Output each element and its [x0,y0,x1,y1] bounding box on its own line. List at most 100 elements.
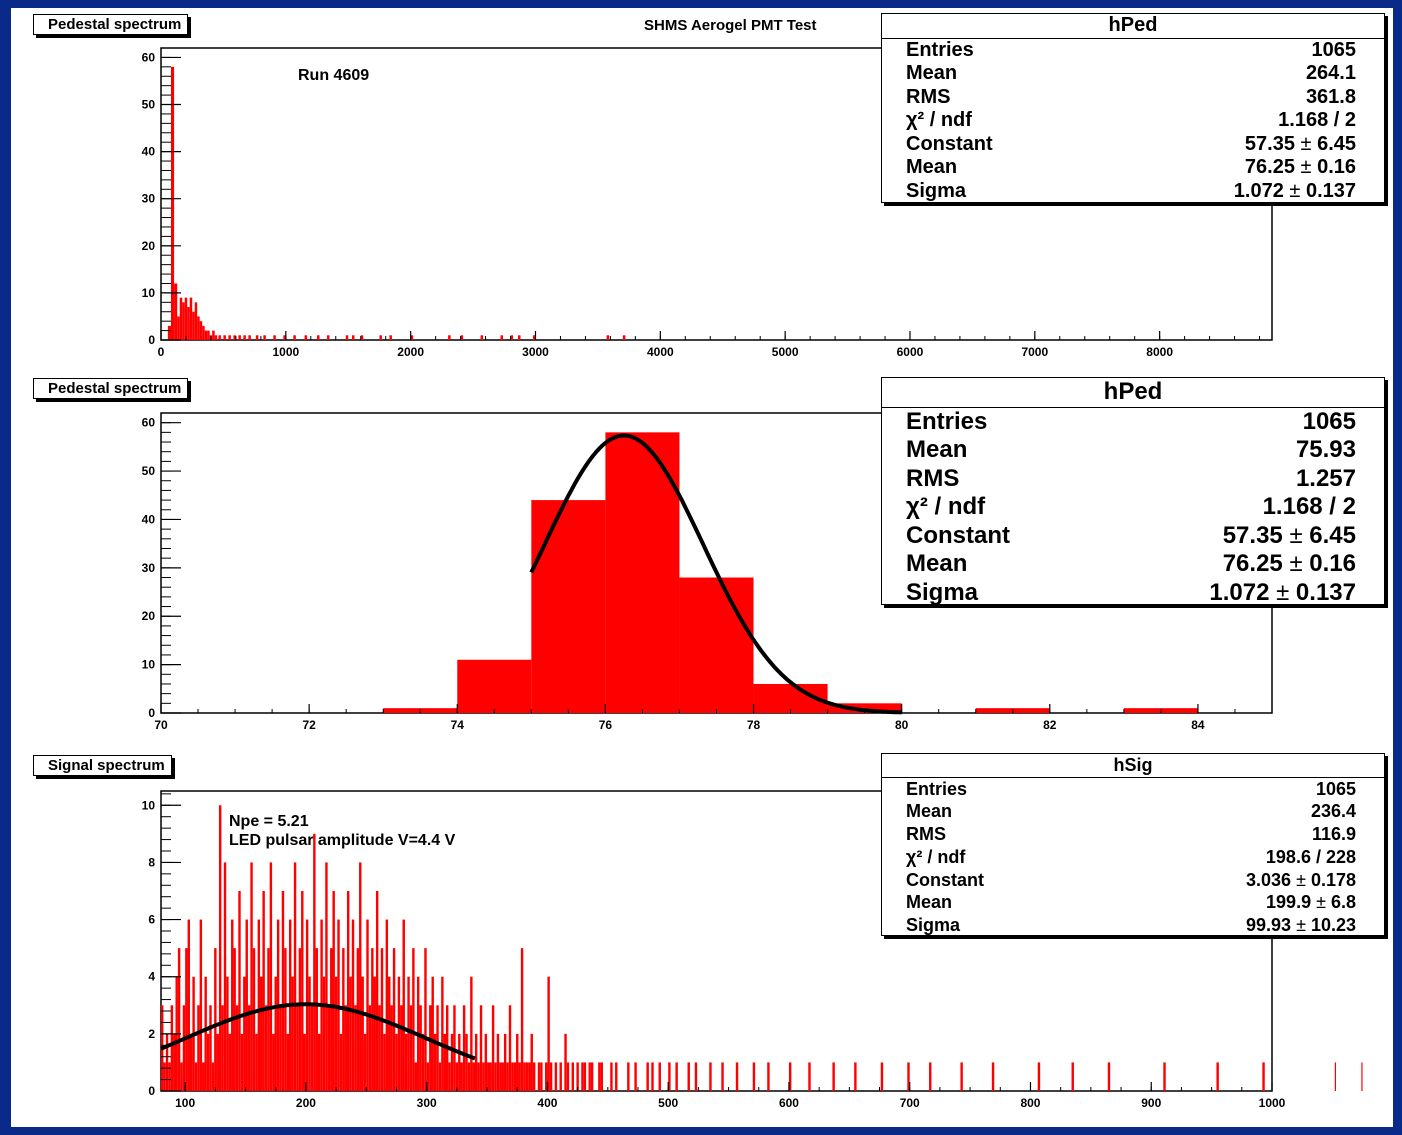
bin-bar [513,1062,517,1091]
stats-row: Entries 1065 [882,778,1384,801]
bin-bar [327,335,330,340]
bin-bar [457,659,532,713]
bin-bar [315,948,318,1091]
bin-bar [243,976,246,1091]
y-tick-label: 20 [142,239,156,253]
bin-bar [322,976,326,1091]
bin-bar [518,1062,521,1091]
bin-bar [192,311,195,340]
x-tick-label: 300 [417,1096,437,1110]
bin-bar [767,1062,770,1091]
stats-value: 3.036 ± 0.178 [1246,869,1356,890]
bin-bar [832,1062,835,1091]
bin-bar [487,1062,490,1091]
bin-bar [317,335,320,340]
bin-bar [622,335,626,340]
npe-label: Npe = 5.21 [229,813,309,830]
bin-bar [351,335,355,340]
bin-bar [410,335,414,340]
bin-bar [827,703,902,713]
bin-bar [532,335,536,340]
x-tick-label: 1000 [272,345,299,359]
stats-value: 1.168 / 2 [1278,109,1356,131]
bin-bar [248,335,251,340]
x-tick-label: 72 [302,718,316,732]
bin-bar [231,919,234,1091]
bin-bar [214,948,217,1091]
bin-bar [532,1062,536,1091]
bin-bar [337,919,340,1091]
stats-label: Sigma [906,578,979,606]
y-tick-label: 0 [148,333,155,347]
bin-bar [267,948,270,1091]
bin-bar [375,891,379,1091]
bin-bar [520,948,524,1091]
y-tick-label: 8 [148,855,155,869]
bin-bar [379,335,382,340]
stats-label: Constant [906,869,984,890]
bin-bar [407,976,410,1091]
bin-bar [991,1062,995,1091]
y-tick-label: 2 [148,1027,155,1041]
x-tick-label: 700 [900,1096,920,1110]
x-tick-label: 4000 [647,345,674,359]
stats-value: 1065 [1311,38,1357,61]
bin-bar [202,325,205,340]
stats-row: Mean 75.93 [882,436,1384,465]
bin-bar [1107,1062,1111,1091]
bin-bar [204,976,207,1091]
y-tick-label: 60 [142,416,156,430]
bin-bar [243,335,246,340]
pad3-axes: 100 200 300 400 500 600 700 800 900 1000 0 2 4 6 8 10 [142,793,1286,1110]
bin-bar [373,976,376,1091]
bin-bar [187,307,190,340]
fit-curve [529,433,902,715]
stats-label: Entries [906,38,974,61]
bin-bar [182,302,185,340]
bin-bar [419,1005,422,1091]
stats-row: Constant 57.35 ± 6.45 [882,133,1384,157]
bin-bar [197,1005,200,1091]
stats-row: χ² / ndf 198.6 / 228 [882,846,1384,869]
bin-bar [317,1033,321,1091]
bin-bar [226,976,229,1091]
y-tick-label: 4 [148,970,155,984]
bin-bar [252,948,256,1091]
bin-bar [516,1033,519,1091]
stats-label: Entries [906,778,968,799]
bin-bar [298,948,302,1091]
bin-bar [378,1005,381,1091]
bin-bar [212,330,215,340]
bin-bar [545,1062,548,1091]
y-tick-label: 30 [142,561,156,575]
stats-label: Constant [906,521,1010,549]
fit-curve [160,1002,476,1061]
stats-table: Entries 1065 Mean 75.93 RMS 1.257 χ² / ndf 1.16… [882,408,1384,608]
y-tick-label: 50 [142,464,156,478]
bin-bar [448,335,451,340]
stats-value: 198.6 / 228 [1265,846,1356,867]
bin-bar [528,1062,531,1091]
pad1-title: Pedestal spectrum [33,14,189,35]
bin-bar [177,948,181,1091]
stats-row: Mean 199.9 ± 6.8 [882,891,1384,914]
bin-bar [880,1062,884,1091]
bin-bar [180,1062,183,1091]
bin-bar [523,1062,526,1091]
bin-bar [752,1062,756,1091]
stats-row: Entries 1065 [882,39,1384,63]
bin-bar [610,1062,613,1091]
y-tick-label: 20 [142,609,156,623]
bin-bar [694,1062,698,1091]
stats-value: 75.93 [1295,436,1356,463]
bin-bar [397,976,401,1091]
bin-bar [431,976,434,1091]
y-tick-label: 50 [142,98,156,112]
bin-bar [549,1062,553,1091]
bin-bar [216,1033,219,1091]
bin-bar [479,1005,483,1091]
y-tick-label: 40 [142,512,156,526]
bin-bar [395,1033,398,1091]
bin-bar [334,976,338,1091]
stats-row: Sigma 1.072 ± 0.137 [882,180,1384,204]
